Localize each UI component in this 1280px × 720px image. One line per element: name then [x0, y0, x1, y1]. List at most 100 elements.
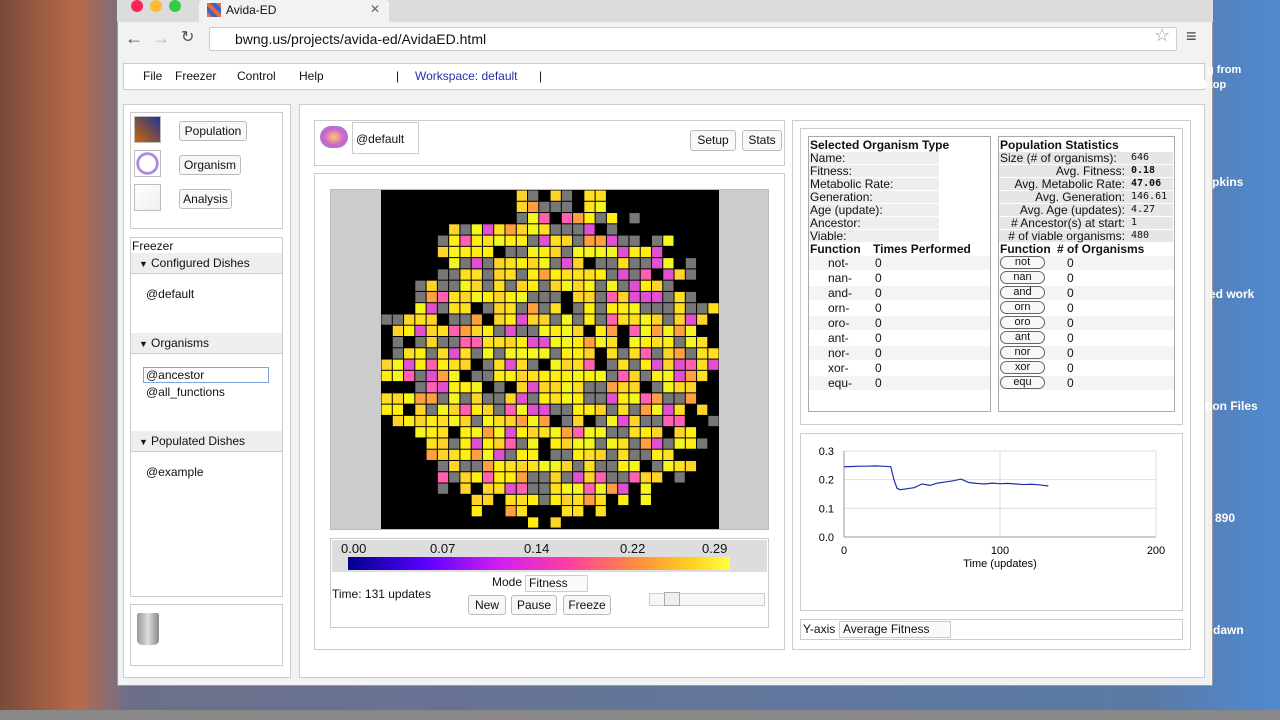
grid-cell[interactable] — [674, 382, 685, 393]
grid-cell[interactable] — [437, 291, 449, 303]
grid-cell[interactable] — [539, 393, 550, 404]
grid-cell[interactable] — [550, 494, 561, 506]
grid-cell[interactable] — [449, 359, 460, 370]
grid-cell[interactable] — [528, 460, 539, 472]
grid-cell[interactable] — [539, 460, 550, 472]
grid-cell[interactable] — [618, 483, 629, 494]
grid-cell[interactable] — [482, 404, 494, 415]
y-axis-select[interactable]: Average Fitness — [839, 621, 951, 638]
grid-cell[interactable] — [539, 269, 550, 280]
grid-cell[interactable] — [404, 415, 415, 427]
grid-cell[interactable] — [516, 269, 528, 280]
grid-cell[interactable] — [392, 415, 404, 427]
grid-cell[interactable] — [595, 291, 606, 303]
grid-cell[interactable] — [505, 303, 516, 314]
grid-cell[interactable] — [471, 415, 482, 427]
grid-cell[interactable] — [640, 314, 651, 325]
grid-cell[interactable] — [449, 382, 460, 393]
grid-cell[interactable] — [494, 393, 505, 404]
function-button[interactable]: nor — [1000, 346, 1045, 359]
grid-cell[interactable] — [595, 303, 606, 314]
grid-cell[interactable] — [381, 404, 392, 415]
grid-cell[interactable] — [392, 359, 404, 370]
grid-cell[interactable] — [618, 303, 629, 314]
grid-cell[interactable] — [651, 415, 663, 427]
grid-cell[interactable] — [482, 246, 494, 258]
grid-cell[interactable] — [539, 280, 550, 291]
grid-cell[interactable] — [618, 348, 629, 359]
grid-cell[interactable] — [482, 483, 494, 494]
grid-cell[interactable] — [516, 483, 528, 494]
grid-cell[interactable] — [640, 325, 651, 337]
grid-cell[interactable] — [516, 201, 528, 213]
grid-cell[interactable] — [505, 483, 516, 494]
grid-cell[interactable] — [640, 269, 651, 280]
grid-cell[interactable] — [663, 325, 674, 337]
grid-cell[interactable] — [651, 382, 663, 393]
grid-cell[interactable] — [516, 213, 528, 224]
grid-cell[interactable] — [573, 314, 584, 325]
grid-cell[interactable] — [426, 280, 437, 291]
grid-cell[interactable] — [550, 427, 561, 438]
grid-cell[interactable] — [584, 393, 595, 404]
grid-cell[interactable] — [618, 246, 629, 258]
grid-cell[interactable] — [640, 280, 651, 291]
grid-cell[interactable] — [505, 506, 516, 517]
grid-cell[interactable] — [516, 224, 528, 235]
grid-cell[interactable] — [471, 258, 482, 269]
grid-cell[interactable] — [674, 325, 685, 337]
freezer-item[interactable]: @ancestor — [143, 367, 269, 383]
grid-cell[interactable] — [584, 382, 595, 393]
grid-cell[interactable] — [640, 348, 651, 359]
grid-cell[interactable] — [494, 404, 505, 415]
grid-cell[interactable] — [618, 494, 629, 506]
grid-cell[interactable] — [561, 224, 573, 235]
grid-cell[interactable] — [629, 438, 640, 449]
grid-cell[interactable] — [471, 370, 482, 382]
grid-cell[interactable] — [494, 224, 505, 235]
grid-cell[interactable] — [606, 393, 618, 404]
grid-cell[interactable] — [629, 325, 640, 337]
grid-cell[interactable] — [528, 224, 539, 235]
grid-cell[interactable] — [404, 393, 415, 404]
grid-cell[interactable] — [494, 325, 505, 337]
grid-cell[interactable] — [561, 393, 573, 404]
grid-cell[interactable] — [516, 337, 528, 348]
grid-cell[interactable] — [539, 415, 550, 427]
grid-cell[interactable] — [606, 348, 618, 359]
grid-cell[interactable] — [573, 404, 584, 415]
grid-cell[interactable] — [539, 337, 550, 348]
grid-cell[interactable] — [550, 393, 561, 404]
grid-cell[interactable] — [426, 370, 437, 382]
grid-cell[interactable] — [595, 269, 606, 280]
grid-cell[interactable] — [460, 280, 471, 291]
grid-cell[interactable] — [584, 190, 595, 201]
grid-cell[interactable] — [516, 370, 528, 382]
workspace[interactable]: Workspace: default — [415, 69, 518, 83]
grid-cell[interactable] — [629, 348, 640, 359]
grid-cell[interactable] — [516, 404, 528, 415]
reload[interactable]: ↻ — [181, 29, 195, 46]
grid-cell[interactable] — [516, 494, 528, 506]
grid-cell[interactable] — [651, 325, 663, 337]
grid-cell[interactable] — [460, 269, 471, 280]
grid-cell[interactable] — [539, 382, 550, 393]
grid-cell[interactable] — [449, 438, 460, 449]
grid-cell[interactable] — [494, 258, 505, 269]
grid-cell[interactable] — [595, 258, 606, 269]
grid-cell[interactable] — [471, 472, 482, 483]
grid-cell[interactable] — [426, 348, 437, 359]
grid-cell[interactable] — [595, 325, 606, 337]
grid-cell[interactable] — [404, 359, 415, 370]
grid-cell[interactable] — [618, 382, 629, 393]
grid-cell[interactable] — [584, 235, 595, 246]
grid-cell[interactable] — [539, 246, 550, 258]
grid-cell[interactable] — [584, 460, 595, 472]
grid-cell[interactable] — [449, 246, 460, 258]
grid-cell[interactable] — [629, 460, 640, 472]
menu-item[interactable]: Freezer — [175, 69, 217, 83]
menu-item[interactable]: File — [143, 69, 163, 83]
grid-cell[interactable] — [629, 359, 640, 370]
tab[interactable] — [199, 0, 389, 22]
grid-cell[interactable] — [573, 382, 584, 393]
